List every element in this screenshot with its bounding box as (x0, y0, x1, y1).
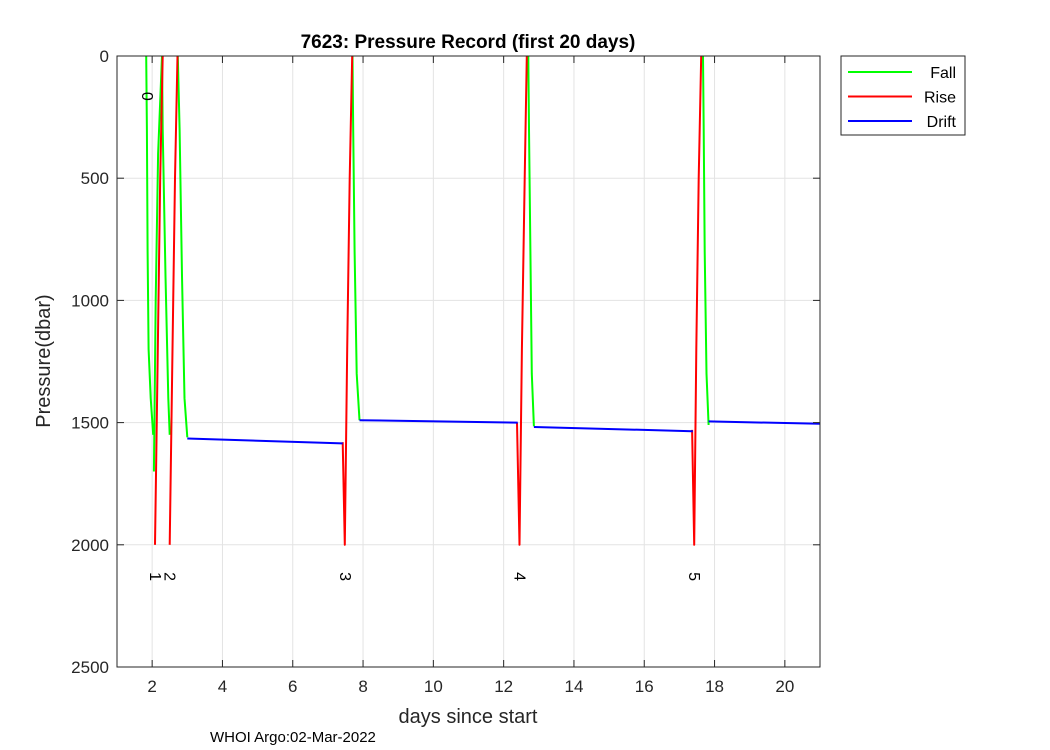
x-tick-label: 6 (288, 677, 297, 696)
fall-line-segment (152, 55, 163, 472)
x-tick-label: 20 (775, 677, 794, 696)
cycle-label: 1 (146, 572, 163, 581)
y-tick-label: 2500 (71, 658, 109, 677)
plot-area (117, 56, 820, 667)
fall-line-segment (351, 55, 361, 421)
cycle-label: 5 (685, 572, 702, 581)
cycle-label: 0 (138, 92, 155, 101)
series-rise (154, 55, 703, 546)
x-tick-label: 16 (635, 677, 654, 696)
rise-line-segment (341, 55, 354, 546)
drift-line-segment (708, 420, 821, 425)
legend: Fall Rise Drift (840, 55, 966, 136)
footer-credit: WHOI Argo:02-Mar-2022 (210, 729, 376, 746)
x-tick-label: 4 (218, 677, 227, 696)
rise-line-segment (691, 55, 703, 546)
x-tick-label: 10 (424, 677, 443, 696)
cycle-label: 4 (511, 572, 528, 581)
x-tick-label: 18 (705, 677, 724, 696)
fall-line-segment (702, 55, 710, 426)
fall-line-segment (527, 55, 535, 427)
y-axis-title: Pressure(dbar) (33, 294, 55, 427)
cycle-label: 3 (336, 572, 353, 581)
fall-line-segment (145, 55, 155, 435)
y-tick-label: 500 (81, 169, 109, 188)
drift-line-segment (359, 419, 518, 424)
x-tick-label: 12 (494, 677, 513, 696)
rise-line-segment (154, 55, 164, 545)
cycle-annotations: 0 12 3 4 5 (138, 92, 702, 581)
legend-label-drift: Drift (927, 114, 957, 131)
series-layer (145, 55, 821, 546)
legend-label-rise: Rise (924, 90, 956, 107)
x-axis-title: days since start (399, 706, 538, 728)
rise-line-segment (168, 55, 179, 545)
y-tick-label: 1000 (71, 291, 109, 310)
y-tick-label: 2000 (71, 536, 109, 555)
y-tick-label: 0 (100, 47, 109, 66)
legend-label-fall: Fall (930, 65, 956, 82)
x-tick-label: 2 (147, 677, 156, 696)
chart-title: 7623: Pressure Record (first 20 days) (301, 32, 636, 53)
cycle-label: 2 (161, 572, 178, 581)
x-tick-label: 8 (358, 677, 367, 696)
drift-line-segment (187, 437, 343, 445)
fall-line-segment (176, 55, 189, 438)
plot-frame (116, 55, 821, 668)
rise-line-segment (516, 55, 528, 546)
drift-line-segment (533, 426, 694, 433)
series-drift (187, 419, 821, 445)
x-tick-label: 14 (564, 677, 583, 696)
y-tick-label: 1500 (71, 414, 109, 433)
